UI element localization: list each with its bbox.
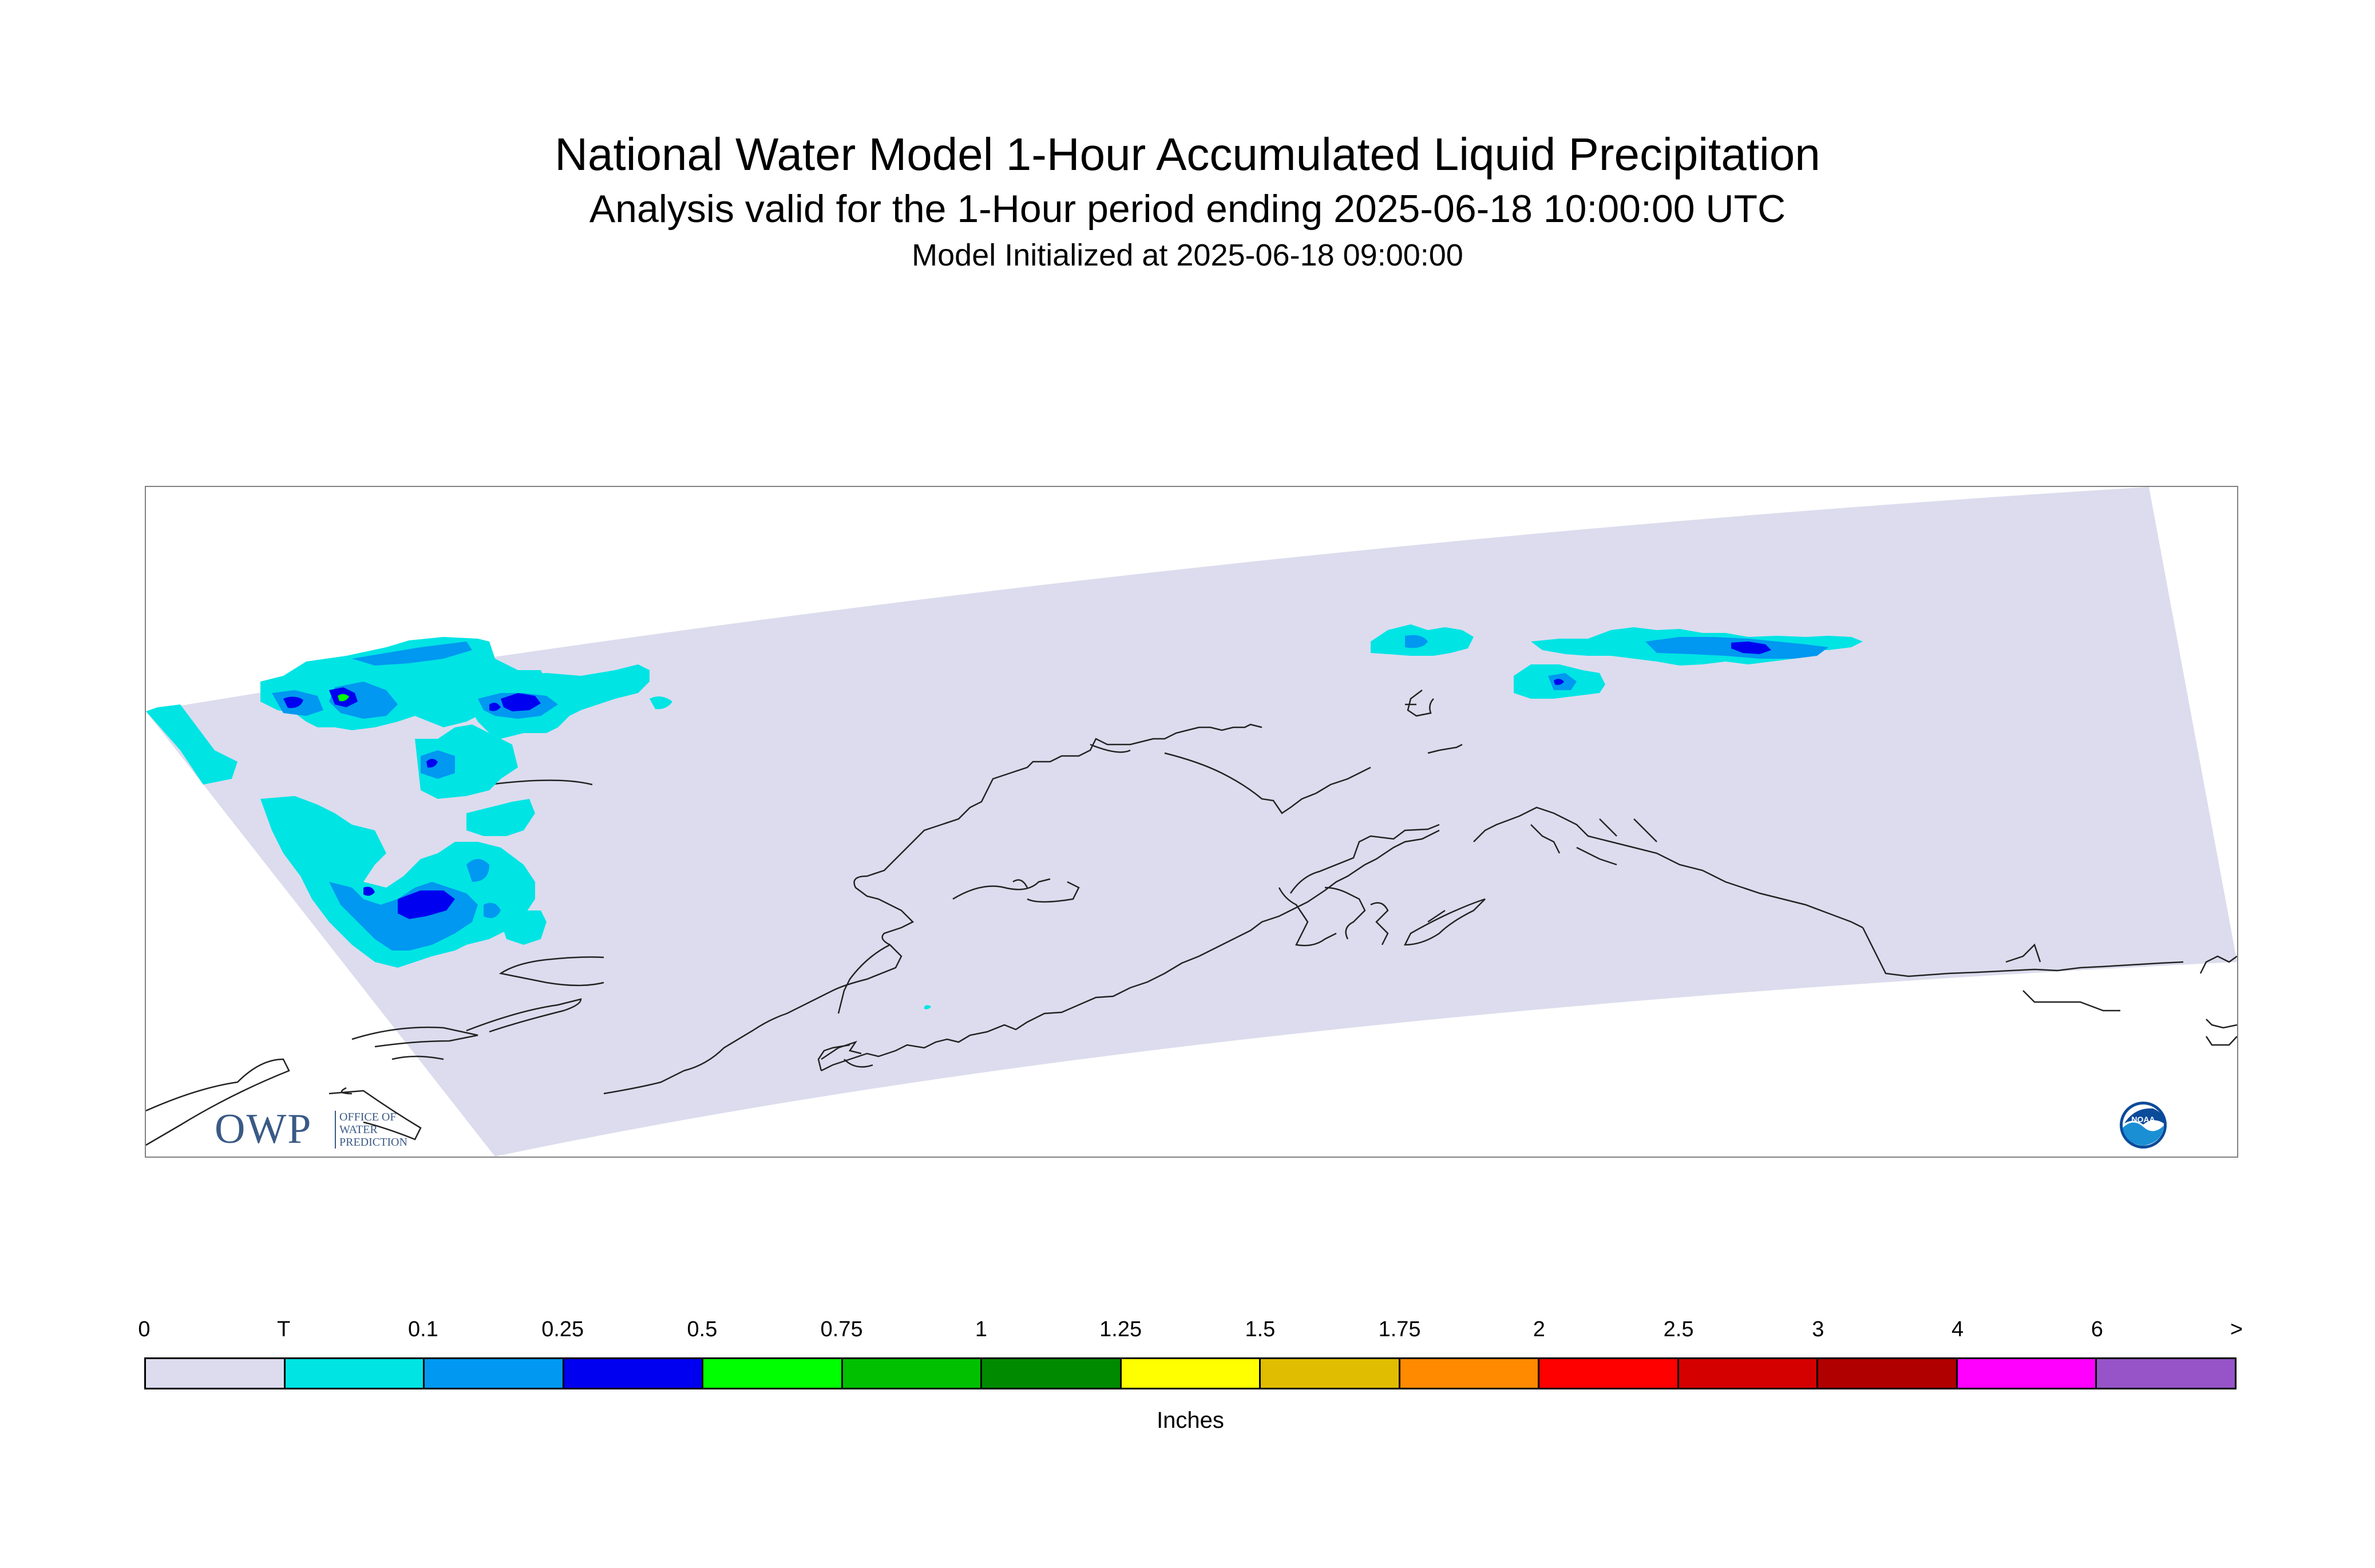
legend-tick-label: 1.75 bbox=[1378, 1317, 1421, 1341]
coastlines bbox=[146, 690, 2237, 1146]
color-legend: 0 T 0.1 0.25 0.5 0.75 1 1.25 1.5 1.75 2 2.5 3 4 6 > Inc… bbox=[138, 1316, 2243, 1442]
legend-tick-label: 2.5 bbox=[1663, 1317, 1694, 1341]
legend-tick-label: 1.25 bbox=[1099, 1317, 1142, 1341]
map-canvas bbox=[146, 487, 2237, 1157]
legend-tick-label: T bbox=[277, 1317, 291, 1341]
legend-color-segment bbox=[425, 1359, 564, 1388]
legend-tick-label: 0 bbox=[138, 1317, 151, 1341]
legend-color-segment bbox=[1121, 1359, 1261, 1388]
model-domain bbox=[146, 487, 2237, 1157]
legend-colorbar bbox=[144, 1357, 2237, 1389]
legend-color-segment bbox=[703, 1359, 843, 1388]
map-subtitle: Analysis valid for the 1-Hour period end… bbox=[589, 187, 1786, 231]
owp-logo-letters: OWP bbox=[215, 1106, 312, 1153]
legend-tick-label: 6 bbox=[2091, 1317, 2103, 1341]
legend-color-segment bbox=[1679, 1359, 1819, 1388]
legend-color-segment bbox=[1539, 1359, 1679, 1388]
legend-tick-label: 1.5 bbox=[1245, 1317, 1276, 1341]
legend-color-segment bbox=[146, 1359, 286, 1388]
legend-color-segment bbox=[1818, 1359, 1958, 1388]
legend-color-segment bbox=[285, 1359, 425, 1388]
legend-color-segment bbox=[982, 1359, 1122, 1388]
model-init-time: Model Initialized at 2025-06-18 09:00:00 bbox=[912, 238, 1463, 272]
legend-tick-label: 1 bbox=[975, 1317, 987, 1341]
owp-logo: OWP OFFICE OF WATER PREDICTION bbox=[215, 1106, 432, 1152]
map-title: National Water Model 1-Hour Accumulated … bbox=[555, 129, 1820, 180]
legend-tick-label: 0.25 bbox=[541, 1317, 584, 1341]
legend-tick-label: 0.1 bbox=[408, 1317, 438, 1341]
legend-tick-label: 0.5 bbox=[687, 1317, 718, 1341]
legend-tick-label: > bbox=[2230, 1317, 2243, 1341]
legend-units: Inches bbox=[1157, 1408, 1224, 1433]
precip-0.5 bbox=[338, 694, 349, 702]
legend-color-segment bbox=[1261, 1359, 1400, 1388]
legend-color-segment bbox=[1957, 1359, 2097, 1388]
owp-logo-subtitle: OFFICE OF WATER PREDICTION bbox=[335, 1111, 431, 1149]
legend-color-segment bbox=[842, 1359, 983, 1388]
legend-tick-label: 4 bbox=[1951, 1317, 1964, 1341]
legend-color-segment bbox=[564, 1359, 704, 1388]
legend-color-segment bbox=[2097, 1359, 2235, 1388]
noaa-logo: NOAA bbox=[2120, 1102, 2167, 1149]
legend-tick-label: 2 bbox=[1533, 1317, 1545, 1341]
legend-color-segment bbox=[1400, 1359, 1540, 1388]
noaa-logo-text: NOAA bbox=[2131, 1115, 2155, 1124]
legend-tick-label: 3 bbox=[1812, 1317, 1824, 1341]
legend-tick-label: 0.75 bbox=[820, 1317, 863, 1341]
map-panel bbox=[145, 486, 2238, 1158]
